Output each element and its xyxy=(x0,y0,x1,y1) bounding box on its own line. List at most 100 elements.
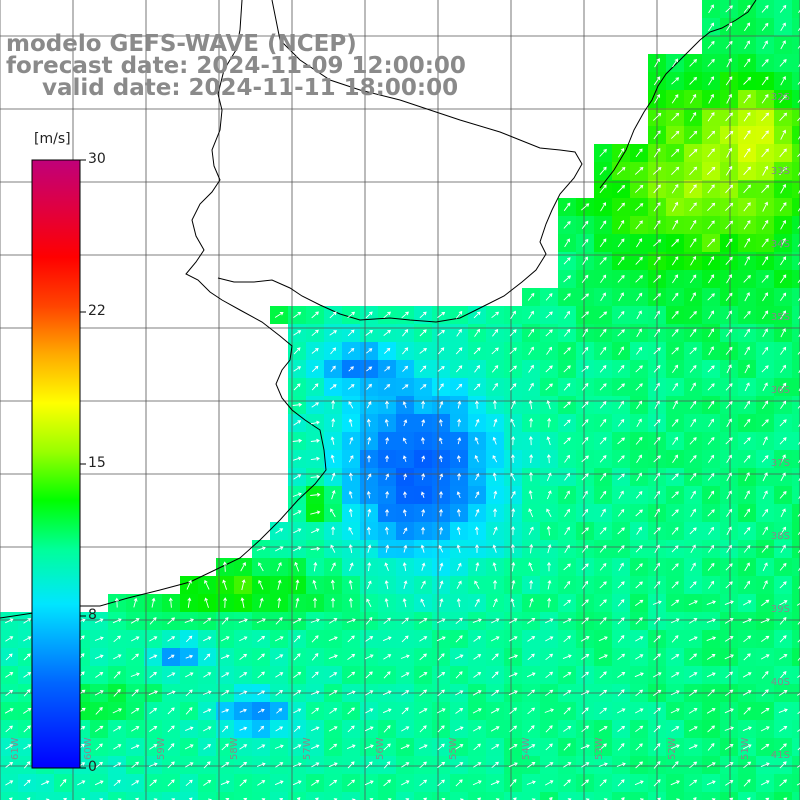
longitude-label: 59W xyxy=(156,737,167,760)
wind-arrow xyxy=(439,598,444,608)
wind-speed-cell xyxy=(396,792,414,800)
wind-arrow xyxy=(347,761,355,769)
wind-arrow xyxy=(742,618,752,624)
wind-arrow xyxy=(455,635,463,643)
wind-arrow xyxy=(636,526,642,535)
wind-arrow xyxy=(457,418,462,427)
wind-arrow xyxy=(653,527,661,535)
wind-speed-cell xyxy=(486,792,504,800)
wind-speed-cell xyxy=(792,774,800,792)
wind-arrow xyxy=(780,256,787,266)
wind-arrow xyxy=(437,311,446,318)
wind-arrow xyxy=(330,365,336,372)
wind-arrow xyxy=(654,400,660,410)
colorbar-tick-marks xyxy=(80,159,86,769)
wind-arrow xyxy=(653,689,662,696)
wind-arrow xyxy=(347,653,356,660)
wind-arrow xyxy=(761,544,769,553)
wind-arrow xyxy=(654,544,660,554)
wind-arrow xyxy=(689,274,697,284)
wind-arrow xyxy=(635,581,643,589)
wind-arrow xyxy=(724,726,734,731)
wind-arrow xyxy=(671,635,679,643)
wind-arrow xyxy=(4,708,14,714)
wind-arrow xyxy=(563,726,572,732)
wind-arrow xyxy=(135,797,139,800)
wind-arrow xyxy=(348,455,354,463)
latitude-labels: 32S 33S 34S 35S 36S 37S 38S 39S 40S 41S xyxy=(771,92,790,761)
wind-arrow xyxy=(762,580,768,590)
colorbar-tick-label: 15 xyxy=(88,455,106,471)
wind-arrow xyxy=(616,167,626,175)
wind-arrow xyxy=(581,779,590,787)
wind-arrow xyxy=(563,672,572,678)
wind-arrow xyxy=(761,76,769,86)
wind-arrow xyxy=(689,310,697,319)
wind-arrow xyxy=(598,762,608,767)
wind-arrow xyxy=(761,670,769,679)
wind-arrow xyxy=(581,455,589,463)
wind-arrow xyxy=(564,472,570,481)
wind-arrow xyxy=(725,238,733,248)
wind-arrow xyxy=(529,579,534,590)
wind-arrow xyxy=(383,311,391,319)
wind-arrow xyxy=(653,256,661,266)
wind-arrow xyxy=(761,184,770,194)
wind-speed-cell xyxy=(702,792,720,800)
wind-arrow xyxy=(456,491,461,499)
wind-arrow xyxy=(167,707,175,715)
wind-arrow xyxy=(670,708,680,714)
wind-arrow xyxy=(528,489,533,500)
wind-arrow xyxy=(653,293,662,301)
wind-arrow xyxy=(348,348,355,354)
wind-arrow xyxy=(438,455,443,463)
wind-arrow xyxy=(563,257,571,265)
wind-arrow xyxy=(724,744,734,750)
wind-arrow xyxy=(743,274,751,283)
wind-arrow xyxy=(707,220,715,230)
wind-arrow xyxy=(544,780,554,786)
wind-arrow xyxy=(545,689,554,697)
wind-arrow xyxy=(743,202,751,212)
wind-arrow xyxy=(581,220,589,229)
wind-arrow xyxy=(546,400,551,410)
wind-arrow xyxy=(473,311,481,319)
wind-arrow xyxy=(185,689,193,697)
wind-arrow xyxy=(671,94,679,104)
wind-arrow xyxy=(364,780,374,786)
wind-speed-cell xyxy=(576,792,594,800)
wind-arrow xyxy=(385,400,389,409)
wind-arrow xyxy=(762,400,769,410)
wind-arrow xyxy=(671,238,680,247)
wind-arrow xyxy=(131,761,140,769)
wind-arrow xyxy=(725,292,733,301)
wind-arrow xyxy=(706,762,716,768)
wind-arrow xyxy=(725,76,733,86)
wind-arrow xyxy=(798,423,800,427)
wind-arrow xyxy=(256,618,266,624)
wind-arrow xyxy=(779,148,787,158)
wind-arrow xyxy=(131,653,139,661)
wind-arrow xyxy=(652,672,662,678)
wind-arrow xyxy=(564,544,570,553)
wind-arrow xyxy=(671,347,679,355)
wind-arrow xyxy=(635,292,643,301)
wind-speed-cell xyxy=(792,612,800,630)
wind-arrow xyxy=(743,220,751,230)
wind-arrow xyxy=(366,598,372,608)
wind-arrow xyxy=(599,383,607,391)
wind-arrow xyxy=(509,725,518,733)
wind-arrow xyxy=(509,329,517,337)
wind-arrow xyxy=(490,636,500,642)
wind-arrow xyxy=(654,93,661,104)
wind-arrow xyxy=(475,418,480,427)
wind-arrow xyxy=(402,437,407,445)
wind-arrow xyxy=(149,744,158,750)
wind-arrow xyxy=(617,473,625,481)
wind-speed-cell xyxy=(306,792,324,800)
wind-arrow xyxy=(582,508,589,517)
wind-arrow xyxy=(420,598,426,607)
wind-arrow xyxy=(581,419,589,427)
wind-arrow xyxy=(292,780,302,786)
wind-arrow xyxy=(490,780,500,786)
